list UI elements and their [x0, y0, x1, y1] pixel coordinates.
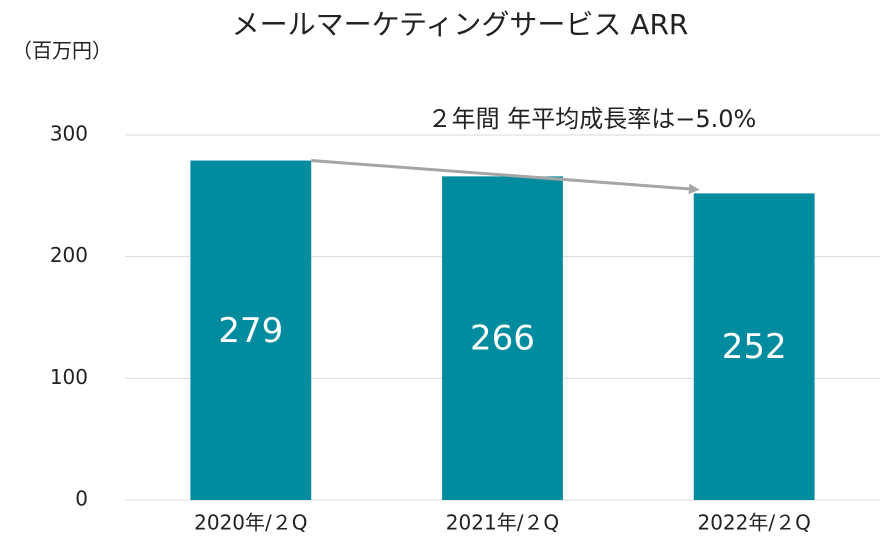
bar	[190, 160, 312, 501]
y-tick-label: 200	[50, 243, 88, 267]
bar	[693, 193, 815, 500]
y-tick-label: 300	[50, 122, 88, 146]
y-tick-label: 0	[75, 487, 88, 511]
chart-title: メールマーケティングサービス ARR	[232, 8, 689, 41]
trend-arrow	[311, 159, 696, 191]
value-label: 279	[218, 311, 283, 351]
annotation: ２年間 年平均成長率は−5.0%	[428, 105, 757, 133]
bar	[442, 176, 563, 500]
x-tick-label: 2021年/２Q	[446, 511, 559, 535]
y-tick-label: 100	[50, 365, 88, 389]
trend-arrow-head	[688, 183, 700, 195]
y-axis-label: （百万円）	[12, 39, 112, 63]
x-tick-label: 2022年/２Q	[697, 511, 810, 535]
x-tick-label: 2020年/２Q	[194, 511, 307, 535]
value-label: 252	[722, 327, 787, 367]
value-label: 266	[470, 319, 535, 359]
